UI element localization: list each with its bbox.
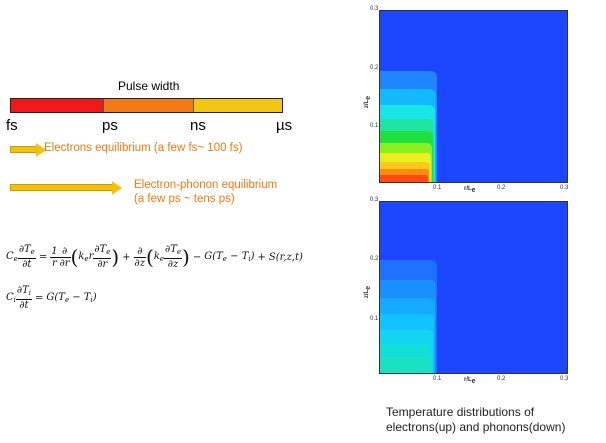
- x-axis-label-bottom: r/Le: [464, 377, 476, 385]
- pulse-width-bar: [10, 98, 283, 113]
- tick-y-03: 0.3: [370, 6, 379, 12]
- contour-band-9: [380, 175, 428, 182]
- x-axis-label-top: r/Le: [464, 186, 476, 194]
- pulse-segment-ns-us: [193, 99, 282, 112]
- tick-x-02: 0.2: [497, 185, 506, 191]
- tick-y-01: 0.1: [370, 123, 379, 129]
- electron-equilibrium-text: Electrons equilibrium (a few fs~ 100 fs): [44, 142, 243, 154]
- electron-contour: [380, 71, 437, 182]
- tick-y-02: 0.2: [370, 256, 379, 262]
- contour-band-6: [380, 357, 431, 373]
- caption-line2: electrons(up) and phonons(down): [386, 420, 566, 434]
- y-axis-label-top: z/Le: [364, 95, 373, 109]
- tick-y-01: 0.1: [370, 316, 379, 322]
- electron-phonon-text: Electron-phonon equilibrium (a few ps ~ …: [134, 178, 277, 206]
- tick-x-02: 0.2: [497, 376, 506, 382]
- pulse-width-title: Pulse width: [118, 79, 180, 93]
- electron-phonon-line1: Electron-phonon equilibrium: [134, 179, 278, 191]
- pulse-label-fs: fs: [6, 117, 18, 134]
- pulse-label-ps: ps: [102, 117, 118, 134]
- phonon-contour: [380, 260, 437, 373]
- electron-phonon-arrow: [10, 181, 122, 195]
- pulse-segment-fs-ps: [11, 99, 103, 112]
- y-axis-label-bottom: z/Le: [364, 285, 373, 299]
- pulse-label-us: µs: [276, 117, 293, 134]
- electron-phonon-line2: (a few ps ~ tens ps): [134, 193, 235, 205]
- pulse-label-ns: ns: [190, 117, 206, 134]
- phonon-plot-area: [379, 201, 568, 374]
- tick-y-03: 0.3: [370, 197, 379, 203]
- pulse-segment-ps-ns: [103, 99, 193, 112]
- caption-line1: Temperature distributions of: [386, 405, 535, 419]
- tick-x-01: 0.1: [433, 185, 442, 191]
- phonon-energy-equation: Ci ∂Ti ∂t = G(Te − Ti): [6, 285, 97, 311]
- electron-equilibrium-arrow: [10, 143, 46, 157]
- tick-x-03: 0.3: [560, 376, 569, 382]
- tick-x-01: 0.1: [433, 376, 442, 382]
- figure-caption: Temperature distributions of electrons(u…: [386, 405, 586, 435]
- tick-y-02: 0.2: [370, 65, 379, 71]
- electron-plot-area: [379, 10, 568, 183]
- tick-x-03: 0.3: [560, 185, 569, 191]
